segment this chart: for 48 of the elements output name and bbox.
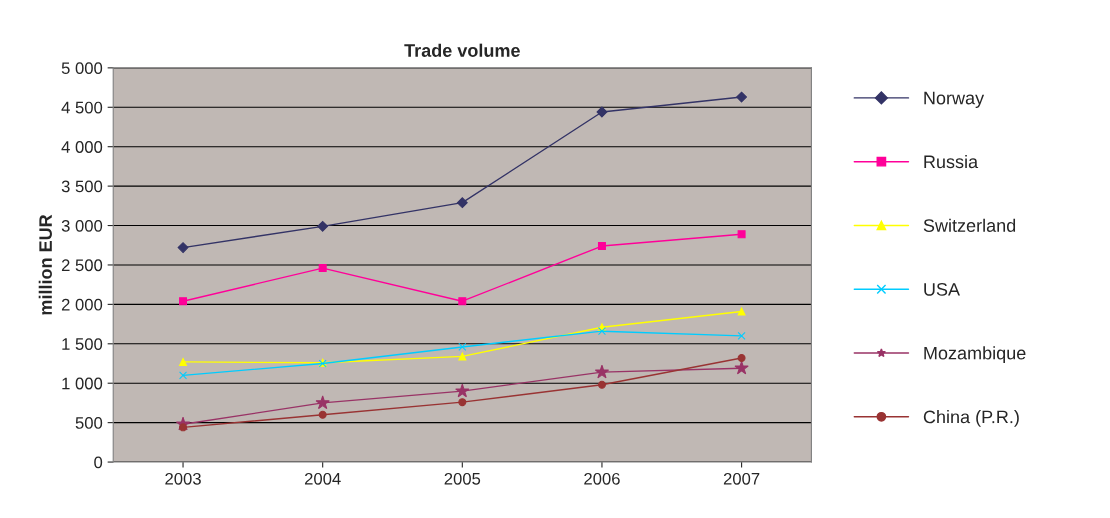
point: [597, 380, 606, 389]
y-tick-label: 4 000: [61, 141, 103, 153]
point: [597, 242, 606, 251]
y-tick-label: 2 500: [61, 259, 103, 272]
y-tick-label: 1 000: [62, 377, 103, 390]
x-tick-label: 2005: [444, 472, 481, 485]
point: [458, 352, 467, 361]
point: [734, 360, 749, 375]
legend-label: Switzerland: [923, 218, 1016, 232]
point: [594, 364, 610, 379]
point: [318, 264, 327, 273]
x-tick-label: 2006: [584, 472, 620, 485]
point: [737, 230, 746, 239]
point: [456, 197, 468, 209]
point: [179, 371, 188, 380]
y-axis-title: million EUR: [38, 214, 52, 315]
y-tick-label: 500: [75, 417, 103, 429]
y-tick-label: 1 500: [62, 338, 103, 350]
y-tick-label: 3 000: [61, 219, 103, 232]
legend-label: China (P.R.): [923, 410, 1019, 427]
x-tick-label: 2003: [165, 472, 201, 485]
point: [597, 327, 606, 336]
point: [317, 220, 329, 232]
point: [318, 410, 327, 419]
legend-label: USA: [924, 282, 960, 296]
point: [736, 91, 748, 103]
point: [458, 342, 467, 351]
point: [458, 297, 467, 306]
legend-label: Russia: [924, 154, 979, 169]
y-tick-label: 0: [94, 456, 103, 469]
chart-title: Trade volume: [404, 43, 520, 57]
legend-label: Norway: [924, 91, 985, 108]
point: [596, 106, 608, 118]
point: [737, 331, 746, 340]
y-tick-label: 2 000: [61, 298, 103, 311]
point: [458, 398, 467, 407]
point: [179, 357, 188, 366]
y-tick-label: 3 500: [61, 180, 103, 193]
point: [737, 354, 746, 362]
x-tick-label: 2004: [304, 472, 341, 485]
y-tick-label: 4 500: [61, 101, 103, 114]
x-tick-label: 2007: [723, 472, 760, 485]
point: [179, 297, 188, 306]
point: [177, 242, 189, 254]
legend-label: Mozambique: [924, 346, 1026, 364]
point: [455, 383, 470, 398]
point: [315, 395, 330, 410]
y-tick-label: 5 000: [61, 62, 103, 75]
